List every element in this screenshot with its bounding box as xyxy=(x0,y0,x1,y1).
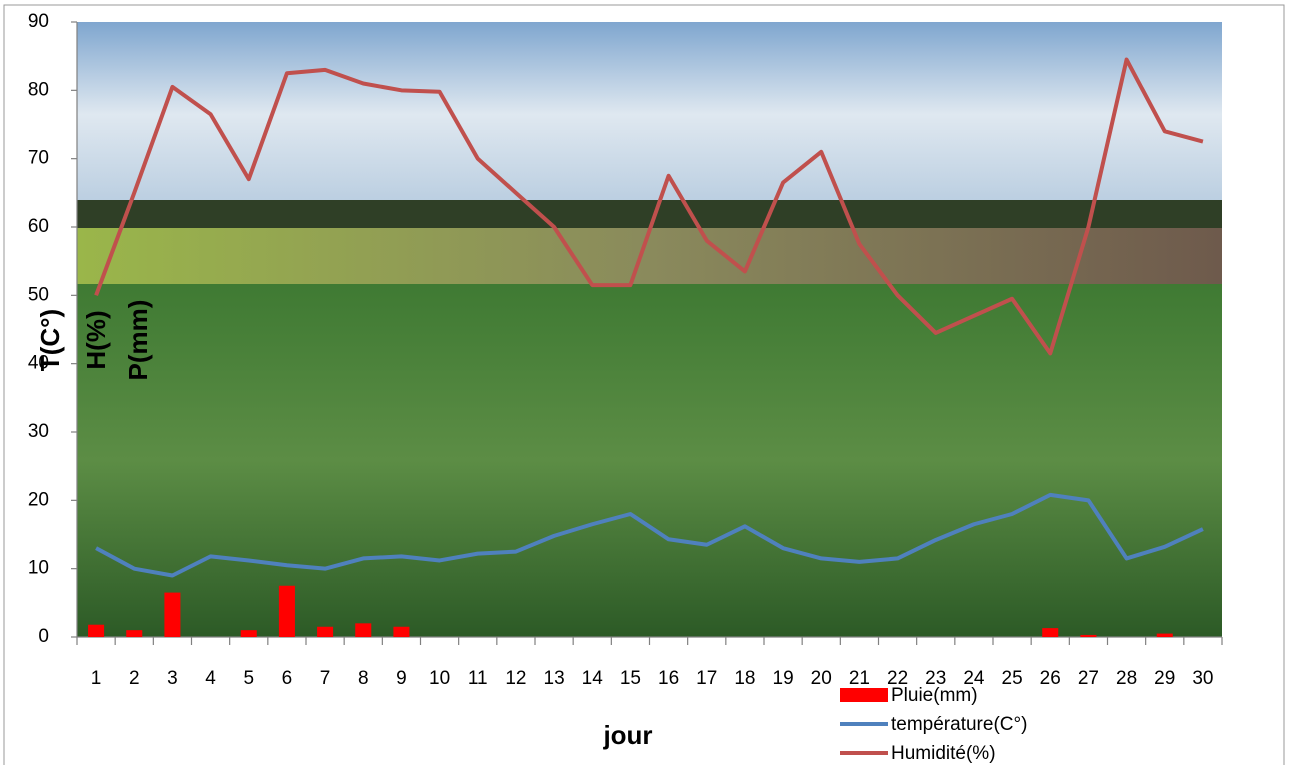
y-axis-labels: T(C°)H(%)P(mm) xyxy=(35,300,153,381)
x-tick-label: 14 xyxy=(582,668,604,689)
y-tick-label: 40 xyxy=(28,353,49,374)
x-tick-label: 19 xyxy=(773,668,794,689)
bar xyxy=(317,627,333,637)
x-tick-label: 15 xyxy=(620,668,641,689)
bar xyxy=(126,630,142,637)
x-tick-label: 3 xyxy=(167,668,178,689)
legend-label: température(C°) xyxy=(891,714,1027,735)
x-tick-label: 7 xyxy=(320,668,331,689)
bar xyxy=(1042,628,1058,637)
bar xyxy=(355,623,371,637)
x-tick-label: 21 xyxy=(849,668,870,689)
x-tick-label: 27 xyxy=(1078,668,1099,689)
legend-label: Pluie(mm) xyxy=(891,685,978,706)
bar xyxy=(1157,634,1173,637)
bar xyxy=(88,625,104,637)
plot-background xyxy=(77,22,1222,637)
bar xyxy=(393,627,409,637)
x-tick-label: 28 xyxy=(1116,668,1137,689)
y-tick-label: 90 xyxy=(28,11,49,32)
x-tick-label: 10 xyxy=(429,668,450,689)
bar xyxy=(164,593,180,637)
x-axis-label: jour xyxy=(602,720,652,750)
y-axis-label: P(mm) xyxy=(123,300,153,381)
x-tick-label: 26 xyxy=(1040,668,1061,689)
x-tick-label: 29 xyxy=(1154,668,1175,689)
bar xyxy=(1080,635,1096,637)
x-tick-label: 4 xyxy=(205,668,216,689)
bar xyxy=(279,586,295,637)
x-tick-label: 17 xyxy=(696,668,717,689)
y-tick-label: 80 xyxy=(28,79,49,100)
legend-swatch xyxy=(840,688,888,702)
y-tick-label: 70 xyxy=(28,148,49,169)
y-axis-label: H(%) xyxy=(81,310,111,369)
x-tick-label: 1 xyxy=(91,668,102,689)
x-tick-label: 13 xyxy=(544,668,565,689)
bar xyxy=(241,630,257,637)
x-tick-label: 30 xyxy=(1192,668,1213,689)
y-tick-label: 0 xyxy=(38,626,49,647)
x-tick-label: 5 xyxy=(243,668,254,689)
x-tick-label: 25 xyxy=(1002,668,1023,689)
y-tick-label: 60 xyxy=(28,216,49,237)
x-tick-label: 18 xyxy=(734,668,755,689)
x-tick-label: 9 xyxy=(396,668,407,689)
x-tick-label: 12 xyxy=(505,668,526,689)
x-tick-label: 6 xyxy=(282,668,293,689)
chart: jour T(C°)H(%)P(mm) 01020304050607080901… xyxy=(0,0,1290,765)
legend-label: Humidité(%) xyxy=(891,743,996,764)
y-tick-label: 20 xyxy=(28,489,49,510)
x-tick-label: 8 xyxy=(358,668,369,689)
x-tick-label: 11 xyxy=(468,668,488,689)
y-tick-label: 10 xyxy=(28,558,49,579)
x-tick-label: 16 xyxy=(658,668,679,689)
y-tick-label: 30 xyxy=(28,421,49,442)
x-tick-label: 2 xyxy=(129,668,140,689)
y-tick-label: 50 xyxy=(28,284,49,305)
x-tick-label: 20 xyxy=(811,668,832,689)
